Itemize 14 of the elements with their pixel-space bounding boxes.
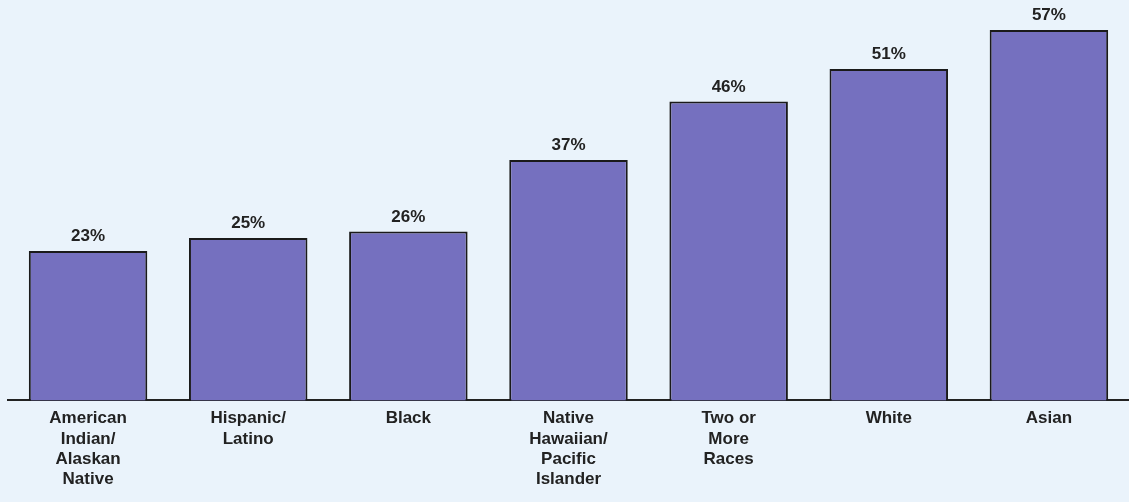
data-label: 23% — [71, 226, 106, 246]
x-tick-label: Two or More Races — [701, 408, 757, 469]
x-tick-label: White — [865, 408, 912, 428]
data-label: 46% — [711, 76, 746, 96]
x-tick-label: Black — [385, 408, 432, 428]
x-tick-label: Native Hawaiian/ Pacific Islander — [529, 408, 608, 489]
x-tick-label: American Indian/ Alaskan Native — [49, 408, 127, 489]
x-tick-label: Asian — [1025, 408, 1073, 428]
data-label: 26% — [391, 206, 426, 226]
data-label: 37% — [551, 135, 586, 155]
data-label: 57% — [1031, 5, 1066, 25]
data-label: 51% — [871, 44, 906, 64]
data-label: 25% — [231, 213, 266, 233]
x-tick-label: Hispanic/ Latino — [210, 408, 287, 448]
